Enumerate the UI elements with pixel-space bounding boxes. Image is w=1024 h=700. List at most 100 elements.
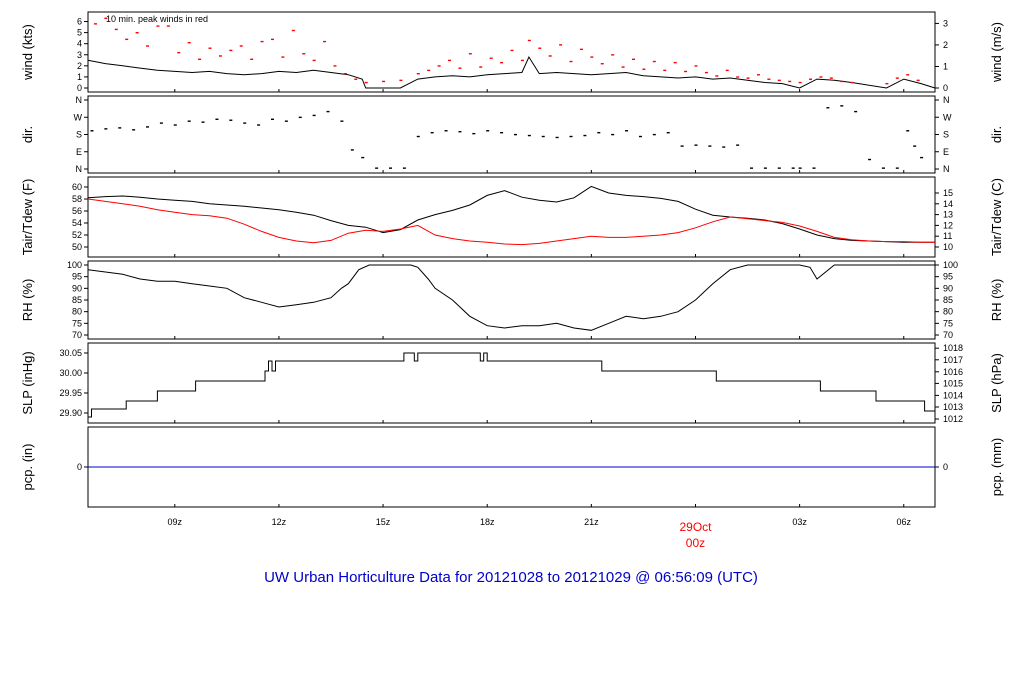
data-point (104, 17, 108, 20)
data-point (881, 167, 885, 169)
left-tick-label: 56 (72, 206, 82, 216)
right-tick-label: 11 (943, 231, 952, 241)
data-point (569, 135, 573, 138)
data-point (725, 69, 729, 72)
data-point (569, 60, 573, 63)
left-axis-label: dir. (20, 126, 35, 143)
left-tick-label: E (76, 147, 82, 157)
panel-slp: 29.90 29.95 30.00 30.05 1012 1013 1014 10151016… (20, 342, 1004, 424)
right-tick-label: 0 (943, 462, 948, 472)
data-point (791, 167, 795, 169)
right-tick-label: N (943, 164, 950, 174)
left-tick-label: 85 (72, 295, 82, 305)
data-point (215, 118, 219, 120)
data-point (132, 129, 136, 131)
right-axis-label: SLP (hPa) (989, 353, 1004, 413)
data-point (809, 78, 813, 80)
right-tick-label: 1015 (943, 378, 963, 388)
left-tick-label: 30.05 (59, 348, 82, 358)
data-point (538, 47, 542, 49)
data-point (364, 81, 368, 84)
left-tick-label: 100 (67, 260, 82, 270)
left-axis-label: SLP (inHg) (20, 351, 35, 414)
left-tick-label: 90 (72, 283, 82, 293)
left-tick-label: 58 (72, 194, 82, 204)
data-point (666, 131, 670, 134)
left-axis-label: pcp. (in) (20, 444, 35, 491)
data-point (416, 73, 420, 75)
data-point (350, 149, 354, 151)
data-point (840, 80, 844, 83)
series-slp-0 (88, 352, 935, 418)
data-point (559, 44, 563, 46)
data-point (750, 167, 754, 169)
left-tick-label: 0 (77, 83, 82, 93)
left-tick-label: 70 (72, 330, 82, 340)
data-point (166, 25, 170, 27)
right-tick-label: W (943, 112, 952, 122)
data-point (389, 167, 393, 169)
data-point (746, 77, 750, 79)
right-axis-label: RH (%) (989, 279, 1004, 322)
data-point (343, 73, 347, 75)
data-point (284, 120, 288, 122)
right-tick-label: 1 (943, 62, 948, 72)
right-tick-label: 100 (943, 260, 958, 270)
data-point (527, 134, 531, 137)
panel-frame (87, 176, 936, 258)
data-point (468, 53, 472, 55)
data-point (156, 25, 160, 27)
data-point (597, 131, 601, 134)
data-point (312, 114, 316, 117)
day-marker-date: 29Oct (679, 520, 712, 534)
data-point (583, 134, 587, 137)
data-point (201, 121, 205, 123)
data-point (763, 167, 767, 169)
data-point (326, 110, 330, 113)
series-temp-1 (87, 198, 935, 246)
data-point (788, 80, 792, 83)
data-point (298, 116, 302, 119)
data-point (527, 39, 531, 42)
x-tick-label: 21z (584, 517, 599, 527)
data-point (826, 107, 830, 109)
left-tick-label: 29.90 (59, 408, 82, 418)
left-tick-label: 50 (72, 242, 82, 252)
right-axis-label: pcp. (mm) (989, 438, 1004, 497)
left-tick-label: 6 (77, 17, 82, 27)
data-point (885, 82, 889, 85)
data-point (260, 40, 264, 43)
data-point (600, 63, 604, 65)
data-point (250, 58, 254, 60)
left-tick-label: 1 (77, 72, 82, 82)
data-point (382, 80, 386, 83)
data-point (416, 135, 420, 138)
right-tick-label: 80 (943, 307, 953, 317)
series-dir-0 (90, 105, 924, 169)
right-tick-label: 3 (943, 18, 948, 28)
data-point (916, 79, 920, 82)
data-point (146, 45, 150, 47)
data-point (218, 55, 222, 57)
data-point (708, 145, 712, 147)
x-tick-label: 03z (792, 517, 807, 527)
data-point (486, 130, 490, 132)
right-tick-label: 15 (943, 188, 953, 198)
left-tick-label: 29.95 (59, 388, 82, 398)
x-tick-label: 15z (376, 517, 391, 527)
data-point (104, 128, 108, 130)
data-point (895, 167, 899, 169)
x-tick-label: 12z (272, 517, 287, 527)
data-point (187, 41, 191, 44)
left-axis-label: RH (%) (20, 279, 35, 322)
data-point (579, 48, 583, 51)
data-point (513, 133, 517, 136)
x-tick-label: 18z (480, 517, 495, 527)
data-point (906, 130, 910, 132)
right-tick-label: 13 (943, 210, 953, 220)
data-point (302, 53, 306, 55)
data-point (243, 122, 247, 124)
